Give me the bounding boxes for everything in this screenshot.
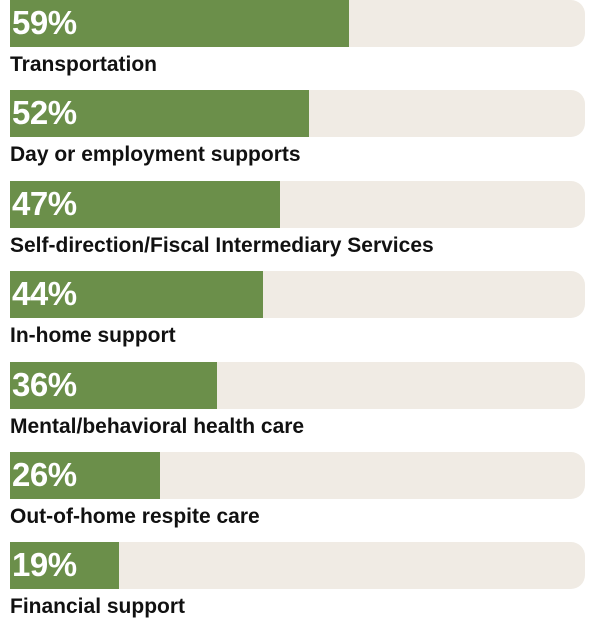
category-label: In-home support bbox=[10, 324, 176, 348]
category-label: Out-of-home respite care bbox=[10, 504, 260, 528]
bar-track: 44% bbox=[10, 271, 585, 319]
bar-row: 36% Mental/behavioral health care bbox=[10, 361, 585, 452]
bar bbox=[10, 361, 217, 409]
bar-row: 59% Transportation bbox=[10, 0, 585, 90]
bar-value-label: 59% bbox=[12, 4, 77, 41]
bar-row: 47% Self-direction/Fiscal Intermediary Se… bbox=[10, 180, 585, 271]
bar-row: 52% Day or employment supports bbox=[10, 90, 585, 180]
bar-chart: 59% Transportation 52% Day or employment su… bbox=[10, 0, 585, 633]
bar-track: 52% bbox=[10, 90, 585, 138]
category-label: Financial support bbox=[10, 595, 186, 619]
bar bbox=[10, 0, 350, 47]
bar bbox=[10, 271, 263, 319]
bar-track: 19% bbox=[10, 542, 585, 590]
bar bbox=[10, 542, 120, 590]
bar-track: 59% bbox=[10, 0, 585, 47]
bar-row: 19% Financial support bbox=[10, 542, 585, 632]
category-label: Day or employment supports bbox=[10, 143, 301, 167]
bar-track: 47% bbox=[10, 180, 585, 228]
category-label: Mental/behavioral health care bbox=[10, 414, 305, 438]
category-label: Transportation bbox=[10, 53, 158, 76]
bar-value-label: 26% bbox=[12, 455, 77, 493]
bar-track: 36% bbox=[10, 361, 585, 409]
bar-value-label: 47% bbox=[12, 184, 77, 222]
category-label: Self-direction/Fiscal Intermediary Servi… bbox=[10, 233, 434, 257]
bar-track: 26% bbox=[10, 451, 585, 499]
bar-row: 26% Out-of-home respite care bbox=[10, 451, 585, 542]
bar-value-label: 19% bbox=[12, 546, 77, 584]
bar-value-label: 52% bbox=[12, 94, 77, 132]
bar-value-label: 36% bbox=[12, 365, 77, 403]
bar-value-label: 44% bbox=[12, 275, 77, 313]
bar bbox=[10, 90, 309, 138]
bar bbox=[10, 451, 160, 499]
bar-row: 44% In-home support bbox=[10, 271, 585, 361]
bar bbox=[10, 180, 281, 228]
